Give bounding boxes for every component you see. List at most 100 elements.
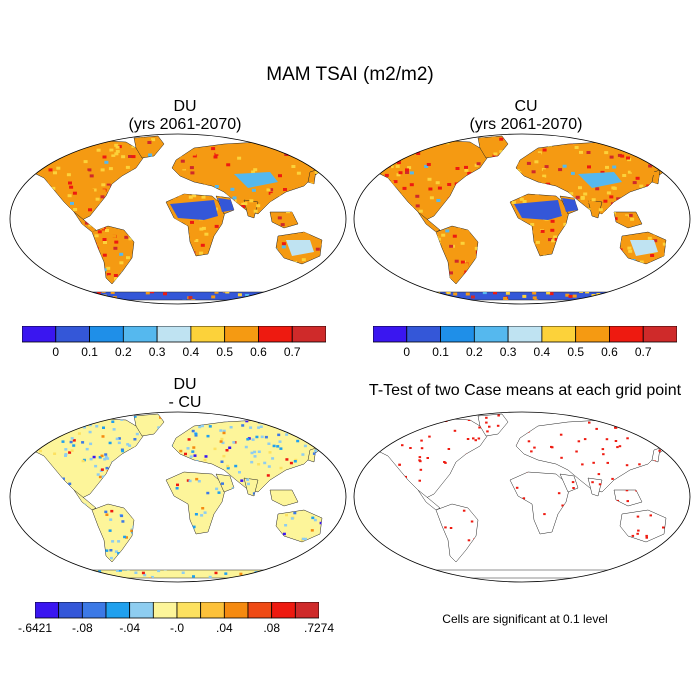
land-nz xyxy=(671,255,681,269)
land-japan xyxy=(651,447,661,463)
panel-diff-title: DU - CU xyxy=(25,376,345,412)
colorbar-box xyxy=(507,326,543,343)
map-border xyxy=(9,133,347,305)
land-nz xyxy=(327,255,337,269)
land-antarctica xyxy=(375,291,669,301)
figure-title: MAM TSAI (m2/m2) xyxy=(266,64,434,85)
panel-du-title: DU (yrs 2061-2070) xyxy=(25,98,345,134)
colorbar-box xyxy=(271,602,296,619)
colorbar-tick-label: -.0 xyxy=(169,621,185,635)
land-nz xyxy=(327,533,337,547)
land-greenland xyxy=(477,413,509,437)
colorbar-tick-label: .7274 xyxy=(303,621,335,635)
colorbar-tick-label: 0.4 xyxy=(533,345,551,359)
land-antarctica xyxy=(375,569,669,579)
colorbar-tick-label: 0.4 xyxy=(182,345,200,359)
colorbar-tick-label: 0.7 xyxy=(634,345,652,359)
colorbar-box xyxy=(473,326,509,343)
colorbar-box xyxy=(373,326,408,343)
colorbar-box xyxy=(81,602,107,619)
colorbar-tick-label: 0.7 xyxy=(283,345,301,359)
land-greenland xyxy=(133,413,165,437)
colorbar-box xyxy=(200,602,225,619)
land-south_america xyxy=(435,503,479,563)
panel-diff-title-line1: DU xyxy=(173,376,197,393)
arabia-desert xyxy=(562,198,578,212)
colorbar-tick-label: 0.3 xyxy=(148,345,166,359)
central-asia xyxy=(234,172,278,188)
colorbar-tick-label: .04 xyxy=(215,621,233,635)
map-border xyxy=(9,411,347,583)
colorbar-box xyxy=(190,326,226,343)
colorbar-box xyxy=(223,602,249,619)
colorbar-box xyxy=(176,602,202,619)
panel-cu-title-line2: (yrs 2061-2070) xyxy=(469,116,583,133)
map-diff xyxy=(9,411,347,583)
colorbar-diff: -.6421 -.08 -.04 -.0 .04 .08 .7274 xyxy=(18,602,334,642)
map-border xyxy=(353,411,691,583)
land-se_asia xyxy=(269,489,299,507)
colorbar-tick-label: 0.2 xyxy=(465,345,483,359)
land-australia xyxy=(275,509,323,543)
colorbar-box xyxy=(609,326,644,343)
colorbar-box xyxy=(406,326,441,343)
colorbar-tick-label: 0.5 xyxy=(567,345,584,359)
panel-cu-title-line1: CU xyxy=(514,98,538,115)
colorbar-tick-label: -.08 xyxy=(71,621,93,635)
colorbar-box xyxy=(575,326,610,343)
colorbar-box xyxy=(156,326,192,343)
colorbar-box xyxy=(55,326,90,343)
colorbar-tick-label: 0.6 xyxy=(601,345,618,359)
land-nz xyxy=(671,533,681,547)
colorbar-box xyxy=(129,602,154,619)
colorbar-box xyxy=(89,326,124,343)
colorbar-tick-label: 0.3 xyxy=(499,345,517,359)
land-antarctica xyxy=(31,291,325,301)
land-south_america xyxy=(91,503,135,563)
colorbar-box xyxy=(122,326,158,343)
land-africa xyxy=(165,471,227,535)
colorbar-box xyxy=(642,326,677,343)
significance-note: Cells are significant at 0.1 level xyxy=(442,612,608,626)
colorbar-box xyxy=(258,326,293,343)
colorbar-tick-label: 0.1 xyxy=(432,345,449,359)
colorbar-tick-label: -.04 xyxy=(119,621,140,635)
map-border xyxy=(353,133,691,305)
colorbar-box xyxy=(35,602,60,619)
land-antarctica xyxy=(31,569,325,579)
land-greenland xyxy=(133,135,165,159)
land-australia xyxy=(619,509,667,543)
panel-diff-title-line2: - CU xyxy=(168,394,202,411)
colorbar-tick-label: 0.5 xyxy=(216,345,233,359)
colorbar-box xyxy=(294,602,319,619)
colorbar-box xyxy=(541,326,577,343)
colorbar-tick-label: 0.1 xyxy=(81,345,98,359)
land-se_asia xyxy=(613,211,643,229)
panel-du-title-line1: DU xyxy=(173,98,197,115)
colorbar-tick-label: .08 xyxy=(263,621,280,635)
colorbar-cu: 0 0.1 0.2 0.3 0.4 0.5 0.6 0.7 xyxy=(373,326,677,366)
colorbar-tick-label: 0.6 xyxy=(250,345,267,359)
colorbar-tick-label: 0.2 xyxy=(114,345,132,359)
land-india xyxy=(243,477,259,497)
land-india xyxy=(587,199,603,219)
colorbar-du: 0 0.1 0.2 0.3 0.4 0.5 0.6 0.7 xyxy=(22,326,326,366)
land-africa xyxy=(509,471,571,535)
panel-ttest-title-line1: T-Test of two Case means at each grid po… xyxy=(368,382,682,399)
land-se_asia xyxy=(613,489,643,507)
colorbar-box xyxy=(291,326,326,343)
colorbar-box xyxy=(22,326,57,343)
colorbar-box xyxy=(247,602,273,619)
colorbar-box xyxy=(105,602,131,619)
map-du xyxy=(9,133,347,305)
land-japan xyxy=(307,447,317,463)
colorbar-box xyxy=(440,326,475,343)
panel-cu-title: CU (yrs 2061-2070) xyxy=(366,98,686,134)
arabia-desert xyxy=(218,198,234,212)
map-cu xyxy=(353,133,691,305)
panel-du-title-line2: (yrs 2061-2070) xyxy=(128,116,242,133)
australia-interior xyxy=(286,240,314,256)
panel-ttest-title: T-Test of two Case means at each grid po… xyxy=(355,382,695,400)
sahara xyxy=(170,200,218,220)
colorbar-tick-label: 0 xyxy=(52,345,60,359)
